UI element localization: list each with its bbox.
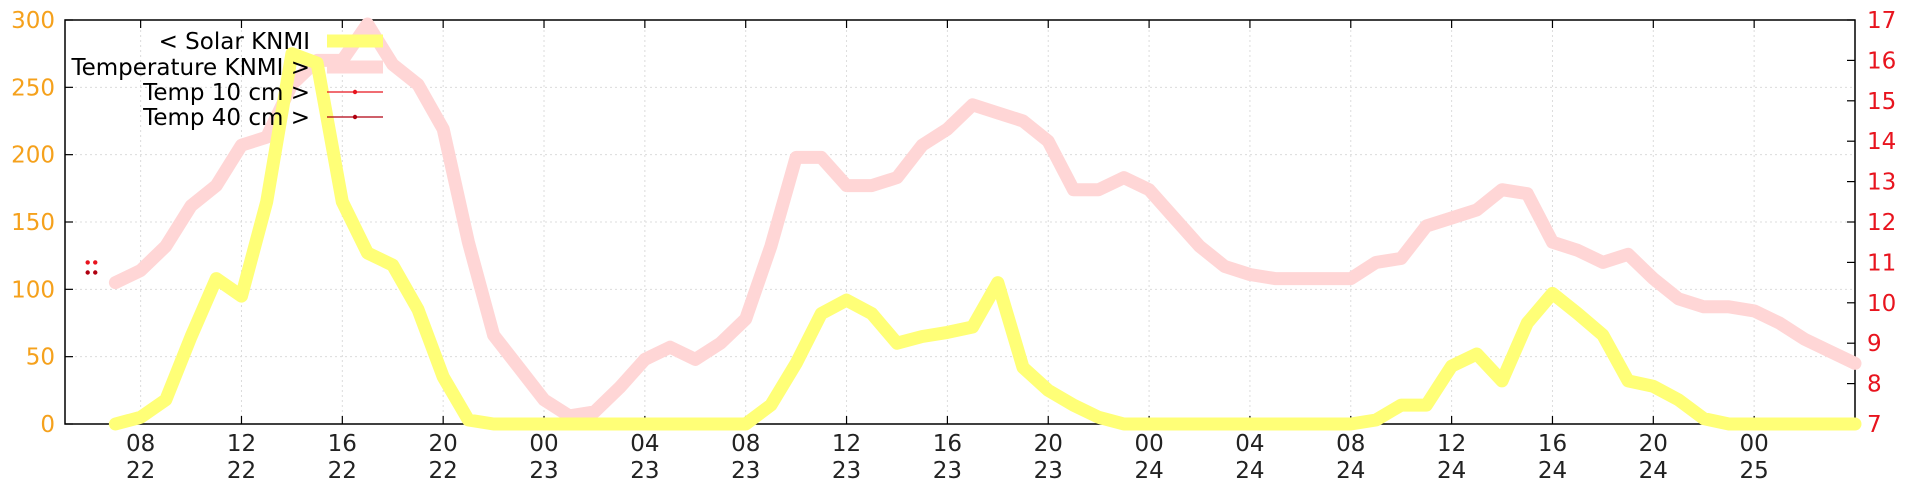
legend-label: Temp 40 cm > [142,105,310,131]
x-tick-day-label: 23 [529,458,558,480]
x-tick-day-label: 24 [1639,458,1668,480]
soil-temp-point [85,260,90,265]
x-tick-time-label: 16 [933,431,962,457]
x-tick-day-label: 25 [1740,458,1769,480]
x-tick-time-label: 08 [731,431,760,457]
solar-knmi-line [108,47,1862,431]
y-left-tick-label: 100 [11,277,55,303]
y-right-tick-label: 11 [1867,250,1896,276]
x-tick-time-label: 04 [1235,431,1264,457]
x-tick-time-label: 04 [630,431,659,457]
x-tick-time-label: 12 [832,431,861,457]
y-left-tick-label: 250 [11,75,55,101]
y-right-tick-label: 10 [1867,291,1896,317]
y-right-tick-label: 7 [1867,412,1882,438]
y-left-tick-label: 200 [11,143,55,169]
temperature-knmi-line [108,17,1862,423]
legend-label: Temperature KNMI > [70,55,310,81]
y-left-tick-label: 300 [11,8,55,34]
x-tick-time-label: 00 [1740,431,1769,457]
x-tick-time-label: 08 [1336,431,1365,457]
legend-label: < Solar KNMI [159,29,310,55]
x-tick-time-label: 20 [1034,431,1063,457]
x-tick-day-label: 24 [1336,458,1365,480]
x-tick-day-label: 23 [933,458,962,480]
y-right-tick-label: 12 [1867,210,1896,236]
x-tick-day-label: 24 [1235,458,1264,480]
soil-temp-point [93,260,98,265]
y-left-tick-label: 50 [26,345,55,371]
x-tick-day-label: 22 [227,458,256,480]
y-right-tick-label: 15 [1867,89,1896,115]
y-right-tick-label: 8 [1867,372,1882,398]
legend-label: Temp 10 cm > [142,80,310,106]
y-left-tick-label: 150 [11,210,55,236]
series [85,17,1862,431]
x-tick-day-label: 24 [1134,458,1163,480]
y-right-tick-label: 9 [1867,331,1882,357]
x-tick-day-label: 24 [1538,458,1567,480]
x-tick-day-label: 22 [328,458,357,480]
legend-soil-temp-point [352,89,358,95]
x-tick-time-label: 20 [1639,431,1668,457]
x-tick-day-label: 24 [1437,458,1466,480]
x-tick-time-label: 00 [529,431,558,457]
grid [65,19,1855,425]
x-tick-time-label: 12 [227,431,256,457]
soil-temp-point [93,270,98,275]
y-right-tick-label: 13 [1867,170,1896,196]
x-tick-time-label: 12 [1437,431,1466,457]
x-tick-day-label: 23 [832,458,861,480]
x-tick-day-label: 23 [1034,458,1063,480]
x-tick-time-label: 00 [1134,431,1163,457]
x-tick-time-label: 16 [1538,431,1567,457]
axes: 0501001502002503007891011121314151617082… [11,8,1896,480]
y-right-tick-label: 17 [1867,8,1896,34]
x-tick-time-label: 16 [328,431,357,457]
x-tick-time-label: 08 [126,431,155,457]
y-right-tick-label: 14 [1867,129,1896,155]
y-left-tick-label: 0 [40,412,55,438]
y-right-tick-label: 16 [1867,48,1896,74]
x-tick-time-label: 20 [429,431,458,457]
x-tick-day-label: 23 [731,458,760,480]
legend-soil-temp-point [352,114,358,120]
x-tick-day-label: 23 [630,458,659,480]
soil-temp-point [85,270,90,275]
x-tick-day-label: 22 [429,458,458,480]
x-tick-day-label: 22 [126,458,155,480]
